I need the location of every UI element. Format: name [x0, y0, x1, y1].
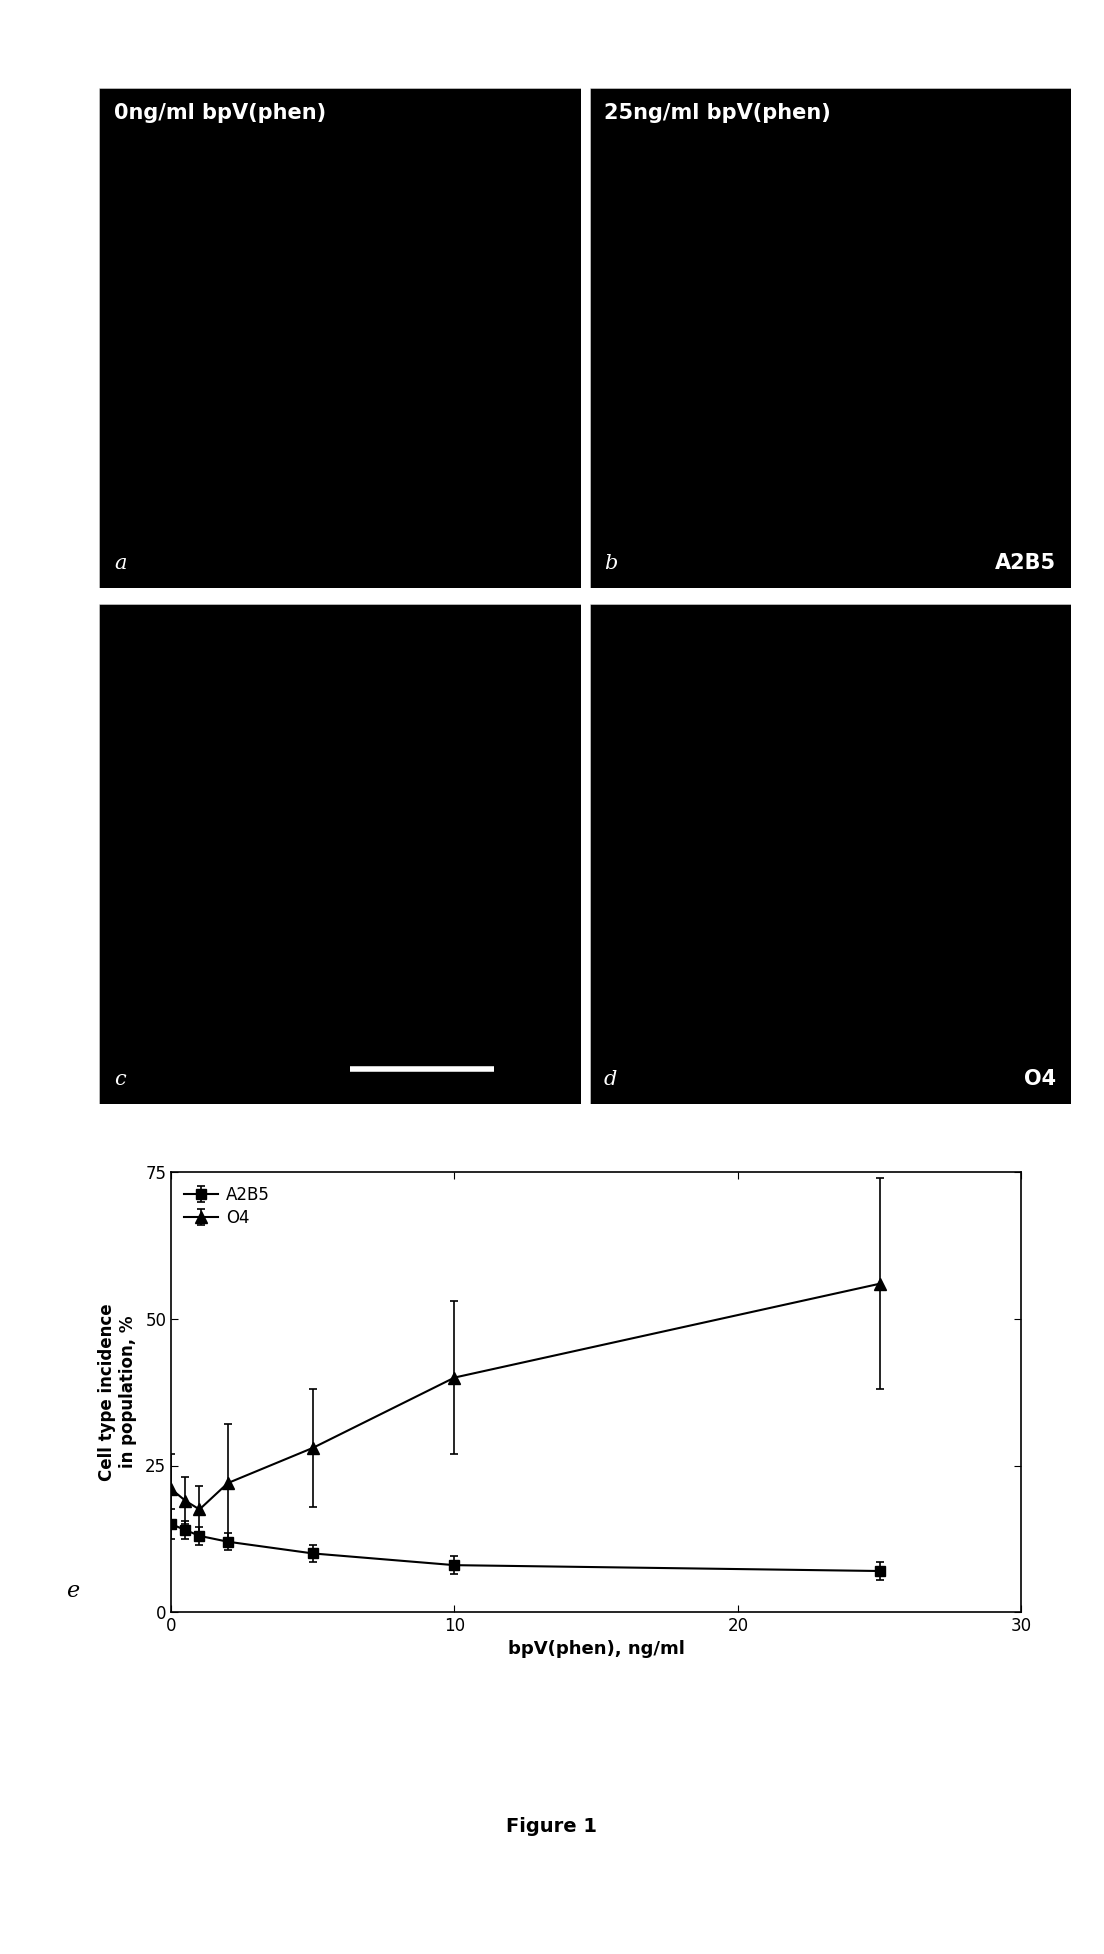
Text: e: e	[66, 1581, 79, 1602]
Text: A2B5: A2B5	[996, 553, 1057, 573]
Text: b: b	[604, 555, 617, 573]
Text: a: a	[114, 555, 126, 573]
Text: c: c	[114, 1071, 126, 1088]
X-axis label: bpV(phen), ng/ml: bpV(phen), ng/ml	[508, 1641, 684, 1659]
Text: 0ng/ml bpV(phen): 0ng/ml bpV(phen)	[114, 104, 326, 123]
Text: d: d	[604, 1071, 617, 1088]
Text: 25ng/ml bpV(phen): 25ng/ml bpV(phen)	[604, 104, 830, 123]
Text: O4: O4	[1025, 1069, 1057, 1088]
Text: Figure 1: Figure 1	[507, 1817, 597, 1837]
Y-axis label: Cell type incidence
in population, %: Cell type incidence in population, %	[98, 1303, 137, 1481]
Legend: A2B5, O4: A2B5, O4	[180, 1180, 275, 1231]
